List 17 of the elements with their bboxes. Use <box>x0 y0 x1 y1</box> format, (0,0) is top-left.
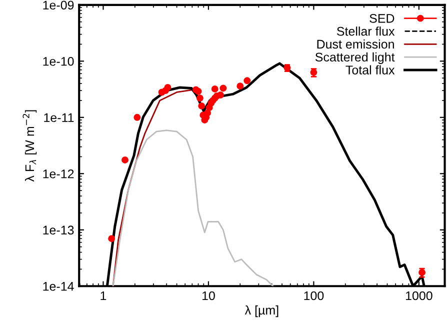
y-axis-title: λ F$_{λ}$ [W m$^{−2}$] <box>22 110 37 182</box>
x-tick-label: 10 <box>202 291 215 300</box>
legend-label: Scattered light <box>315 52 395 64</box>
y-tick-label: 1e-14 <box>43 282 74 291</box>
y-tick-label: 1e-10 <box>43 56 74 66</box>
x-tick-label: 100 <box>304 291 324 300</box>
legend-label: Total flux <box>346 65 395 74</box>
y-tick-label: 1e-12 <box>43 169 74 178</box>
y-tick-label: 1e-13 <box>43 226 74 235</box>
legend-label: Dust emission <box>317 39 394 49</box>
legend-label: SED <box>370 14 394 23</box>
y-tick-label: 1e-11 <box>44 113 74 122</box>
y-tick-label: 1e-09 <box>43 0 74 10</box>
x-axis-title: λ [µm] <box>244 305 278 318</box>
x-tick-label: 1 <box>100 291 106 300</box>
x-tick-label: 1000 <box>406 291 432 300</box>
legend-label: Stellar flux <box>336 26 395 36</box>
